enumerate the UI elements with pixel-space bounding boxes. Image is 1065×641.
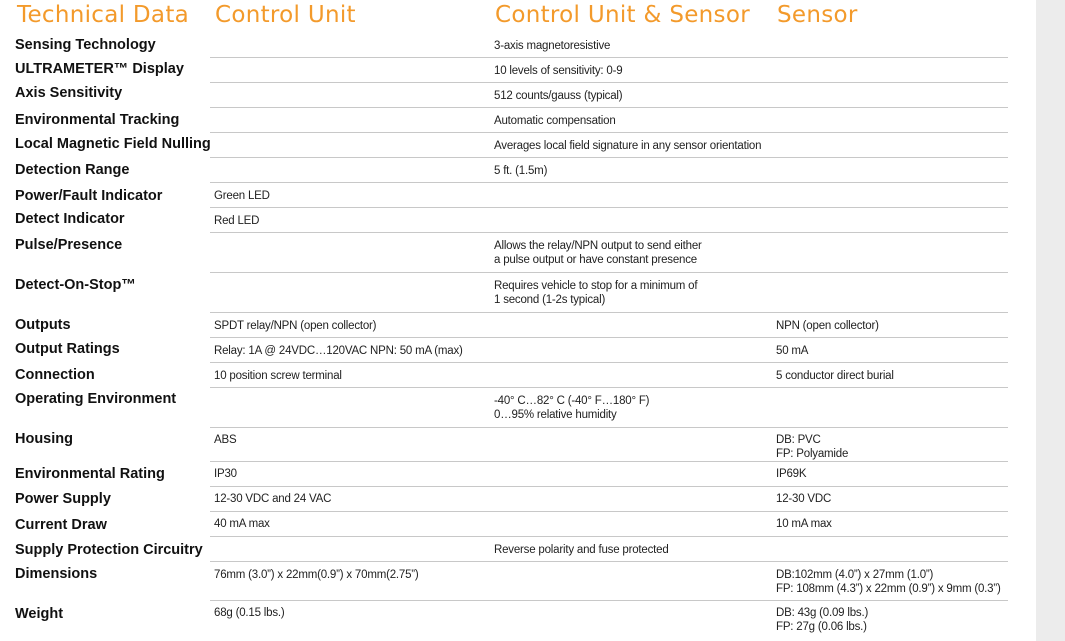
header-control-unit: Control Unit — [215, 2, 356, 28]
cell-control-unit: Red LED — [214, 215, 260, 227]
cell-sensor: FP: 27g (0.06 lbs.) — [776, 621, 867, 633]
row-divider — [210, 207, 1008, 208]
row-label: Sensing Technology — [15, 37, 156, 53]
row-label: Environmental Tracking — [15, 112, 180, 128]
row-divider — [210, 600, 1008, 601]
cell-both: 512 counts/gauss (typical) — [494, 90, 623, 102]
cell-both: Requires vehicle to stop for a minimum o… — [494, 280, 698, 292]
cell-both: a pulse output or have constant presence — [494, 254, 697, 266]
cell-both: Automatic compensation — [494, 115, 616, 127]
row-label: ULTRAMETER™ Display — [15, 61, 184, 77]
row-divider — [210, 461, 1008, 462]
cell-both: 3-axis magnetoresistive — [494, 40, 611, 52]
cell-both: Averages local field signature in any se… — [494, 140, 762, 152]
header-sensor: Sensor — [777, 2, 858, 28]
row-label: Supply Protection Circuitry — [15, 542, 203, 558]
cell-sensor: NPN (open collector) — [776, 320, 879, 332]
cell-sensor: FP: Polyamide — [776, 448, 849, 460]
cell-sensor: DB:102mm (4.0”) x 27mm (1.0”) — [776, 569, 934, 581]
row-label: Dimensions — [15, 566, 98, 582]
cell-sensor: DB: PVC — [776, 434, 821, 446]
row-divider — [210, 337, 1008, 338]
row-divider — [210, 157, 1008, 158]
cell-control-unit: 40 mA max — [214, 518, 270, 530]
row-divider — [210, 536, 1008, 537]
row-divider — [210, 232, 1008, 233]
row-label: Axis Sensitivity — [15, 85, 123, 101]
cell-both: -40° C…82° C (-40° F…180° F) — [494, 395, 650, 407]
row-divider — [210, 272, 1008, 273]
row-divider — [210, 486, 1008, 487]
row-label: Connection — [15, 367, 95, 383]
cell-control-unit: 76mm (3.0”) x 22mm(0.9”) x 70mm(2.75”) — [214, 569, 419, 581]
cell-sensor: DB: 43g (0.09 lbs.) — [776, 607, 869, 619]
row-divider — [210, 107, 1008, 108]
row-divider — [210, 182, 1008, 183]
row-label: Environmental Rating — [15, 466, 165, 482]
cell-sensor: 50 mA — [776, 345, 809, 357]
cell-control-unit: IP30 — [214, 468, 237, 480]
side-panel — [1036, 0, 1065, 641]
row-label: Detect Indicator — [15, 211, 125, 227]
row-divider — [210, 387, 1008, 388]
row-label: Current Draw — [15, 517, 107, 533]
cell-both: 1 second (1-2s typical) — [494, 294, 606, 306]
cell-control-unit: 12-30 VDC and 24 VAC — [214, 493, 332, 505]
row-label: Pulse/Presence — [15, 237, 123, 253]
header-control-unit-and-sensor: Control Unit & Sensor — [495, 2, 750, 28]
cell-both: 0…95% relative humidity — [494, 409, 617, 421]
row-label: Detection Range — [15, 162, 130, 178]
cell-both: Allows the relay/NPN output to send eith… — [494, 240, 702, 252]
row-label: Local Magnetic Field Nulling — [15, 136, 211, 152]
cell-sensor: IP69K — [776, 468, 807, 480]
row-label: Operating Environment — [15, 391, 177, 407]
header-technical-data: Technical Data — [17, 2, 190, 28]
cell-both: 10 levels of sensitivity: 0-9 — [494, 65, 623, 77]
cell-control-unit: ABS — [214, 434, 237, 446]
cell-control-unit: Relay: 1A @ 24VDC…120VAC NPN: 50 mA (max… — [214, 345, 463, 357]
cell-sensor: 10 mA max — [776, 518, 832, 530]
row-label: Output Ratings — [15, 341, 120, 357]
cell-control-unit: 68g (0.15 lbs.) — [214, 607, 285, 619]
row-label: Outputs — [15, 317, 71, 333]
row-label: Power/Fault Indicator — [15, 188, 163, 204]
row-label: Detect-On-Stop™ — [15, 277, 136, 293]
row-divider — [210, 561, 1008, 562]
row-divider — [210, 362, 1008, 363]
row-divider — [210, 57, 1008, 58]
row-divider — [210, 511, 1008, 512]
cell-control-unit: SPDT relay/NPN (open collector) — [214, 320, 377, 332]
cell-sensor: FP: 108mm (4.3”) x 22mm (0.9”) x 9mm (0.… — [776, 583, 1001, 595]
row-label: Weight — [15, 606, 64, 622]
cell-both: Reverse polarity and fuse protected — [494, 544, 669, 556]
cell-control-unit: Green LED — [214, 190, 270, 202]
row-divider — [210, 427, 1008, 428]
cell-control-unit: 10 position screw terminal — [214, 370, 342, 382]
row-divider — [210, 82, 1008, 83]
cell-sensor: 12-30 VDC — [776, 493, 832, 505]
cell-sensor: 5 conductor direct burial — [776, 370, 894, 382]
cell-both: 5 ft. (1.5m) — [494, 165, 548, 177]
row-divider — [210, 312, 1008, 313]
row-label: Housing — [15, 431, 73, 447]
row-divider — [210, 132, 1008, 133]
row-label: Power Supply — [15, 491, 111, 507]
